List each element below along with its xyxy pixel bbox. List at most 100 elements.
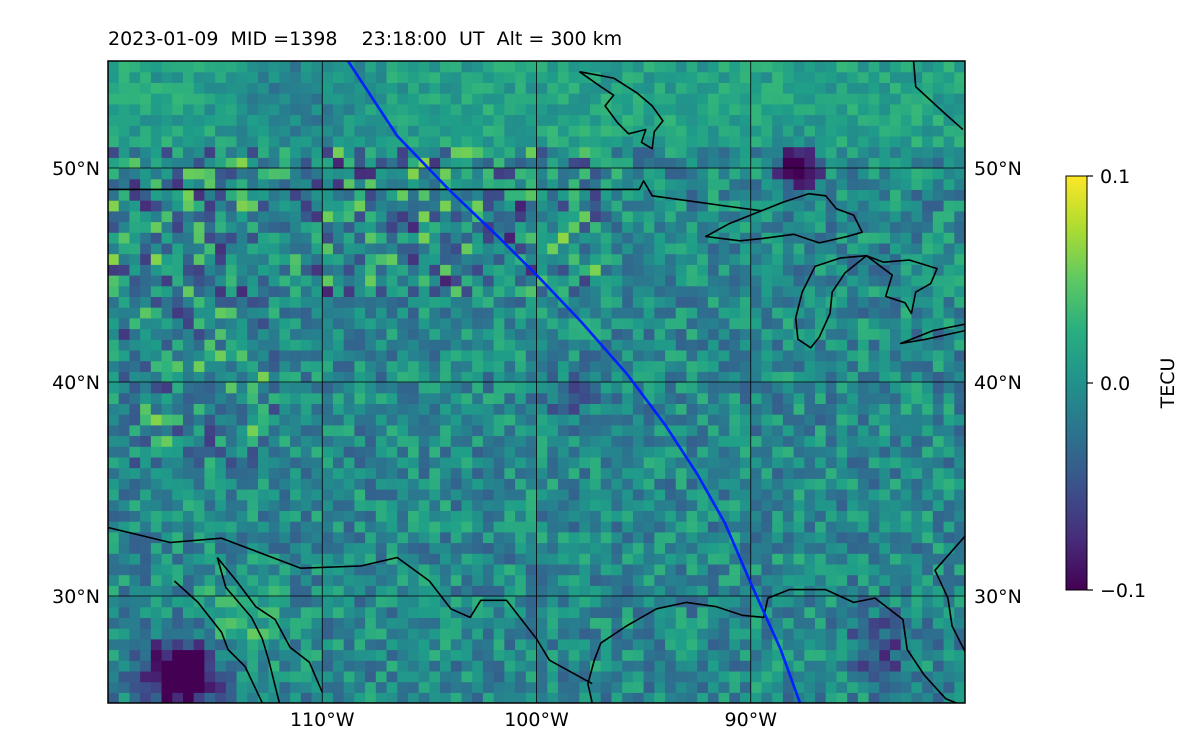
heatmap-cell: [643, 414, 655, 426]
heatmap-cell: [397, 360, 409, 372]
heatmap-cell: [429, 617, 441, 629]
heatmap-cell: [654, 596, 666, 608]
heatmap-cell: [740, 628, 752, 640]
heatmap-cell: [332, 371, 345, 383]
heatmap-cell: [236, 382, 248, 394]
heatmap-cell: [386, 670, 398, 683]
heatmap-cell: [193, 371, 206, 383]
heatmap-cell: [150, 307, 163, 319]
heatmap-cell: [365, 489, 377, 501]
heatmap-cell: [322, 339, 334, 351]
heatmap-cell: [268, 125, 280, 137]
heatmap-cell: [675, 296, 688, 308]
heatmap-cell: [825, 649, 838, 661]
heatmap-cell: [922, 392, 934, 404]
heatmap-cell: [932, 93, 945, 105]
heatmap-cell: [611, 114, 623, 126]
heatmap-cell: [675, 371, 688, 383]
heatmap-cell: [204, 478, 216, 490]
heatmap-cell: [654, 178, 666, 190]
heatmap-cell: [707, 424, 720, 437]
heatmap-cell: [515, 232, 527, 244]
heatmap-cell: [600, 242, 613, 255]
heatmap-cell: [140, 542, 152, 554]
heatmap-cell: [718, 285, 730, 297]
heatmap-cell: [632, 275, 645, 287]
heatmap-cell: [868, 521, 880, 533]
heatmap-cell: [536, 360, 548, 372]
heatmap-cell: [354, 232, 366, 244]
heatmap-cell: [268, 638, 280, 651]
heatmap-cell: [847, 638, 859, 651]
heatmap-cell: [782, 521, 795, 533]
heatmap-cell: [193, 178, 206, 190]
heatmap-cell: [129, 660, 141, 672]
heatmap-cell: [686, 692, 698, 703]
heatmap-cell: [954, 660, 965, 672]
heatmap-cell: [482, 135, 495, 148]
heatmap-cell: [686, 403, 698, 415]
heatmap-cell: [547, 210, 559, 223]
heatmap-cell: [922, 660, 934, 672]
heatmap-cell: [247, 200, 259, 212]
heatmap-cell: [686, 253, 698, 265]
heatmap-cell: [290, 670, 302, 683]
heatmap-cell: [600, 168, 613, 180]
heatmap-cell: [108, 307, 120, 319]
heatmap-cell: [482, 660, 495, 672]
heatmap-cell: [461, 93, 473, 105]
heatmap-cell: [922, 467, 934, 479]
heatmap-cell: [257, 542, 270, 554]
heatmap-cell: [847, 489, 859, 501]
heatmap-cell: [140, 478, 152, 490]
heatmap-cell: [193, 82, 206, 94]
heatmap-cell: [932, 114, 945, 126]
heatmap-cell: [932, 446, 945, 458]
heatmap-cell: [740, 542, 752, 554]
heatmap-cell: [290, 146, 302, 158]
heatmap-cell: [482, 542, 495, 554]
heatmap-cell: [300, 296, 313, 308]
heatmap-cell: [461, 638, 473, 651]
heatmap-cell: [600, 93, 613, 105]
heatmap-cell: [579, 242, 591, 255]
heatmap-cell: [461, 574, 473, 586]
heatmap-cell: [515, 606, 527, 618]
heatmap-cell: [290, 93, 302, 105]
heatmap-cell: [322, 456, 334, 469]
heatmap-cell: [729, 339, 741, 351]
heatmap-cell: [847, 189, 859, 201]
heatmap-cell: [472, 103, 484, 116]
heatmap-cell: [172, 157, 184, 169]
heatmap-cell: [547, 649, 559, 661]
heatmap-cell: [118, 617, 131, 629]
heatmap-cell: [686, 275, 698, 287]
heatmap-cell: [825, 489, 838, 501]
heatmap-cell: [525, 82, 538, 94]
heatmap-cell: [825, 382, 838, 394]
heatmap-cell: [450, 585, 463, 597]
heatmap-cell: [568, 649, 580, 661]
heatmap-cell: [740, 317, 752, 330]
heatmap-cell: [482, 189, 495, 201]
heatmap-cell: [643, 61, 655, 73]
heatmap-cell: [857, 478, 870, 490]
heatmap-cell: [718, 93, 730, 105]
heatmap-cell: [590, 628, 602, 640]
heatmap-cell: [568, 692, 580, 703]
heatmap-cell: [118, 424, 131, 437]
heatmap-cell: [515, 285, 527, 297]
heatmap-cell: [322, 499, 334, 511]
heatmap-cell: [472, 178, 484, 190]
heatmap-cell: [632, 660, 645, 672]
heatmap-cell: [236, 628, 248, 640]
heatmap-cell: [675, 200, 688, 212]
heatmap-cell: [440, 210, 452, 223]
heatmap-cell: [804, 692, 816, 703]
heatmap-cell: [429, 317, 441, 330]
heatmap-cell: [922, 253, 934, 265]
heatmap-cell: [429, 446, 441, 458]
heatmap-cell: [761, 670, 773, 683]
heatmap-cell: [643, 617, 655, 629]
